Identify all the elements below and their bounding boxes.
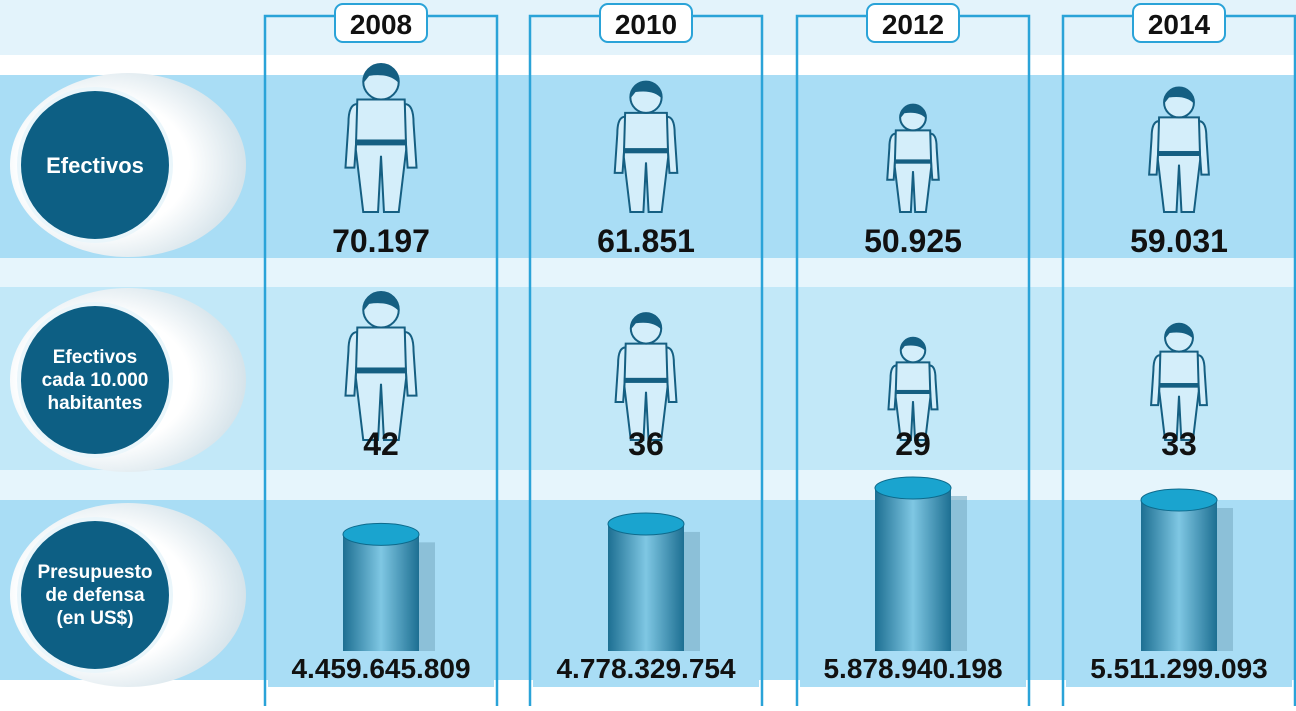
cylinder-body xyxy=(1141,500,1217,680)
year-label: 2008 xyxy=(350,9,412,40)
value-label-bg xyxy=(800,651,1026,687)
value-label: 70.197 xyxy=(332,223,430,259)
icon-part xyxy=(345,332,416,396)
year-tab xyxy=(599,3,693,43)
series-label-box: Presupuesto de defensa (en US$) xyxy=(37,561,153,629)
icon-part xyxy=(1151,355,1207,405)
icon-part xyxy=(888,365,937,409)
icon-part xyxy=(1157,151,1201,156)
label-circle xyxy=(17,87,173,243)
icon-part xyxy=(895,130,932,212)
person-icon xyxy=(888,338,937,440)
icon-part xyxy=(900,337,926,352)
year-tab xyxy=(334,3,428,43)
icon-part xyxy=(630,81,662,99)
icon-part xyxy=(623,148,669,154)
icon-part xyxy=(356,328,406,440)
value-label-bg xyxy=(533,651,759,687)
icon-part xyxy=(363,292,399,312)
icon-part xyxy=(1165,323,1193,339)
icon-part xyxy=(630,313,662,330)
cylinder-top xyxy=(607,512,685,536)
value-label: 61.851 xyxy=(597,223,695,259)
value-label: 4.778.329.754 xyxy=(556,653,735,684)
cylinder-top xyxy=(1140,488,1218,512)
series-label: Efectivos cada 10.000 habitantes xyxy=(41,346,149,414)
person-icon xyxy=(1149,88,1209,212)
value-label: 36 xyxy=(628,426,664,462)
icon-part xyxy=(345,104,416,168)
label-circle xyxy=(17,302,173,458)
person-icon xyxy=(1151,324,1207,440)
value-label-bg xyxy=(268,651,494,687)
label-circle xyxy=(17,517,173,673)
person-icon xyxy=(615,82,678,212)
value-label-bg xyxy=(1066,651,1292,687)
icon-part xyxy=(896,362,931,440)
value-label: 59.031 xyxy=(1130,223,1228,259)
icon-part xyxy=(356,100,406,212)
cylinder-top xyxy=(874,476,952,500)
person-icon xyxy=(616,313,677,440)
icon-part xyxy=(887,134,939,180)
series-label-box: Efectivos cada 10.000 habitantes xyxy=(41,346,149,414)
value-label: 4.459.645.809 xyxy=(291,653,470,684)
person-icon xyxy=(345,64,416,212)
value-label: 5.511.299.093 xyxy=(1090,653,1268,684)
cylinder-top xyxy=(342,522,420,546)
icon-part xyxy=(1159,352,1199,440)
year-label: 2010 xyxy=(615,9,677,40)
cylinder-body xyxy=(875,488,951,680)
icon-part xyxy=(894,159,932,164)
icon-part xyxy=(615,117,678,173)
icon-part xyxy=(1159,383,1199,388)
value-label: 29 xyxy=(895,426,931,462)
year-tab xyxy=(866,3,960,43)
icon-part xyxy=(355,367,407,374)
icon-part xyxy=(624,344,667,440)
gap-band xyxy=(0,258,1296,287)
icon-part xyxy=(895,389,931,395)
icon-part xyxy=(1158,117,1200,212)
icon-part xyxy=(900,104,926,119)
icon-part xyxy=(363,64,399,84)
year-label: 2012 xyxy=(882,9,944,40)
icon-part xyxy=(624,377,668,383)
series-label: Efectivos xyxy=(46,152,144,178)
series-label: Presupuesto de defensa (en US$) xyxy=(37,561,153,629)
year-label: 2014 xyxy=(1148,9,1211,40)
icon-part xyxy=(1164,87,1194,104)
series-label-box: Efectivos xyxy=(46,152,144,178)
icon-part xyxy=(624,113,668,212)
year-tab xyxy=(1132,3,1226,43)
person-icon xyxy=(345,292,416,440)
person-icon xyxy=(887,105,939,212)
value-label: 5.878.940.198 xyxy=(823,653,1002,684)
value-label: 50.925 xyxy=(864,223,962,259)
icon-part xyxy=(355,139,407,146)
gap-band xyxy=(0,470,1296,500)
value-label: 42 xyxy=(363,426,399,462)
icon-part xyxy=(616,347,677,402)
icon-part xyxy=(1149,121,1209,175)
money-cylinder xyxy=(874,476,967,680)
value-label: 33 xyxy=(1161,426,1197,462)
